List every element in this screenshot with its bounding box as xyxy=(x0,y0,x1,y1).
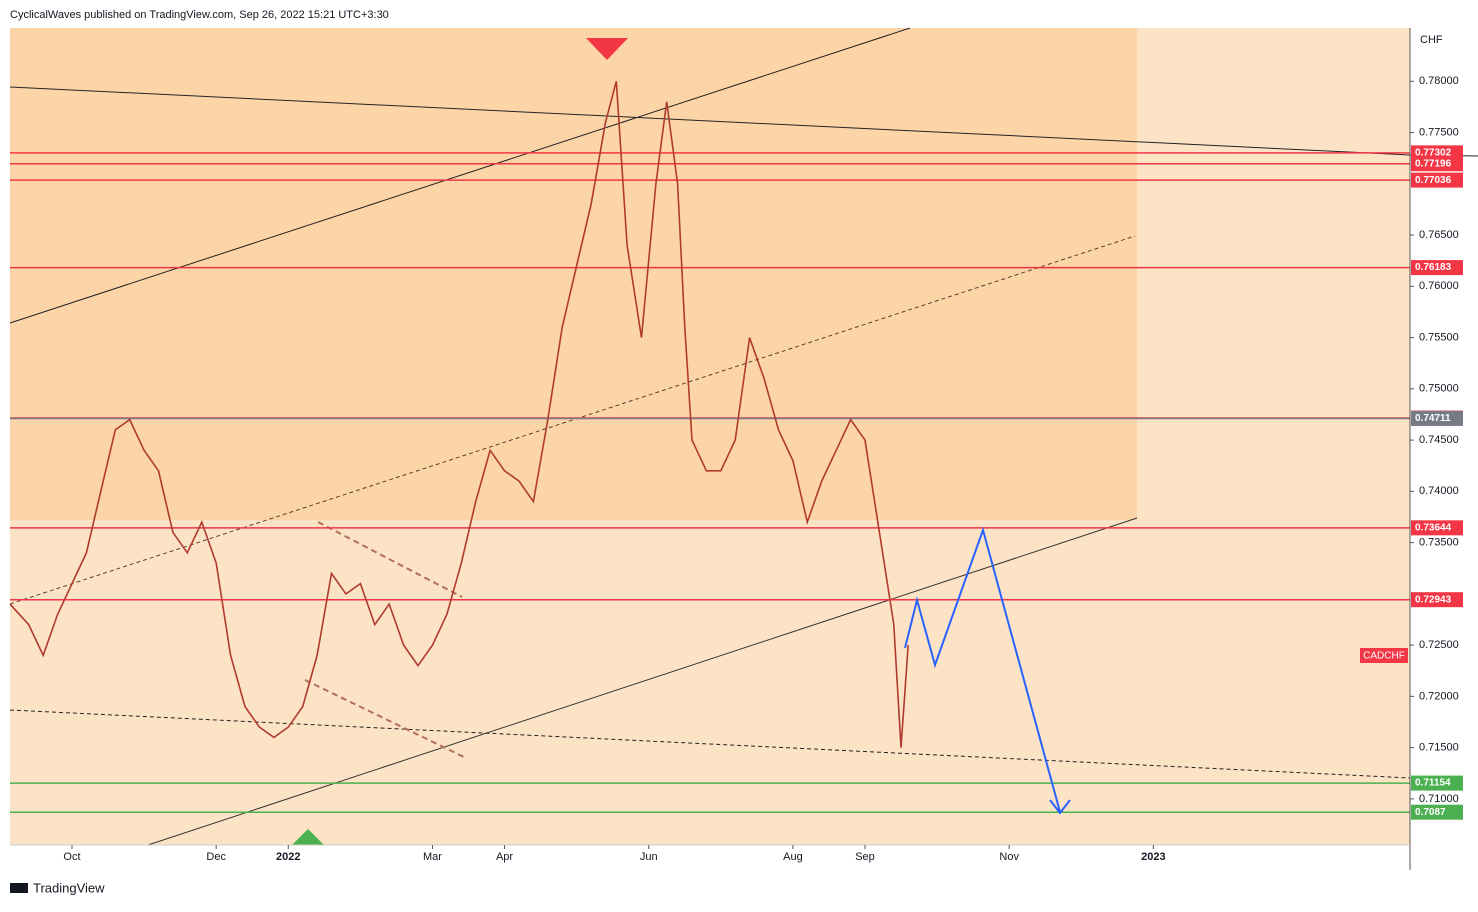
channel-upper xyxy=(9,27,911,324)
level-badge xyxy=(1411,804,1463,820)
symbol-label: CADCHF xyxy=(1363,651,1405,662)
x-tick-label: Mar xyxy=(423,851,442,863)
flag-upper xyxy=(317,521,463,598)
shaded-zone xyxy=(10,28,1137,520)
level-label: 0.74711 xyxy=(1415,413,1451,424)
unit-label: CHF xyxy=(1420,34,1443,46)
level-badge xyxy=(1411,260,1463,276)
drawings xyxy=(9,27,1478,846)
price-layer xyxy=(9,81,1410,813)
level-label: 0.77036 xyxy=(1415,175,1452,186)
projection xyxy=(292,38,1071,845)
level-badge xyxy=(1411,592,1463,608)
y-tick-label: 0.71500 xyxy=(1419,742,1459,754)
level-badge xyxy=(1411,775,1463,791)
channel-mid xyxy=(9,235,1136,605)
x-tick-label: Nov xyxy=(999,851,1019,863)
y-tick-label: 0.74000 xyxy=(1419,485,1459,497)
x-tick-label: Sep xyxy=(855,851,875,863)
level-label: 0.72943 xyxy=(1415,594,1452,605)
channel-lower xyxy=(147,517,1138,846)
projection-path xyxy=(904,526,1061,813)
y-tick-label: 0.71000 xyxy=(1419,793,1459,805)
bottom-marker xyxy=(292,829,324,845)
x-tick-label: Aug xyxy=(783,851,803,863)
x-tick-label: Oct xyxy=(63,851,80,863)
level-label: 0.71154 xyxy=(1415,778,1451,789)
support-dashed xyxy=(9,709,1411,779)
y-tick-label: 0.75500 xyxy=(1419,331,1459,343)
y-tick-label: 0.72000 xyxy=(1419,690,1459,702)
y-tick-label: 0.78000 xyxy=(1419,75,1459,87)
y-tick-label: 0.73500 xyxy=(1419,537,1459,549)
logo xyxy=(10,883,28,893)
y-tick-label: 0.75000 xyxy=(1419,383,1459,395)
level-label: 0.73644 xyxy=(1415,522,1452,533)
trendline xyxy=(9,86,1411,156)
x-tick-label: Dec xyxy=(206,851,226,863)
arrow-head xyxy=(1049,799,1071,815)
y-tick-label: 0.76500 xyxy=(1419,229,1459,241)
x-tick-label: 2023 xyxy=(1141,851,1165,863)
level-label: 0.77196 xyxy=(1415,158,1452,169)
y-tick-label: 0.77500 xyxy=(1419,126,1459,138)
level-label: 0.7087 xyxy=(1415,807,1446,818)
footer: TradingView xyxy=(33,880,105,895)
price-line xyxy=(9,81,909,748)
y-tick-label: 0.76000 xyxy=(1419,280,1459,292)
header: CyclicalWaves published on TradingView.c… xyxy=(10,9,389,21)
level-badge xyxy=(1411,156,1463,172)
x-tick-label: Apr xyxy=(496,851,513,863)
level-label: 0.76183 xyxy=(1415,262,1452,273)
x-tick-label: 2022 xyxy=(276,851,300,863)
symbol-badge xyxy=(1360,648,1408,663)
level-badge xyxy=(1411,172,1463,188)
level-label: 0.77302 xyxy=(1415,147,1452,158)
y-tick-label: 0.72500 xyxy=(1419,639,1459,651)
top-marker xyxy=(586,38,628,60)
x-tick-label: Jun xyxy=(640,851,658,863)
y-tick-label: 0.74500 xyxy=(1419,434,1459,446)
level-badge xyxy=(1411,520,1463,536)
level-badge xyxy=(1411,410,1463,426)
